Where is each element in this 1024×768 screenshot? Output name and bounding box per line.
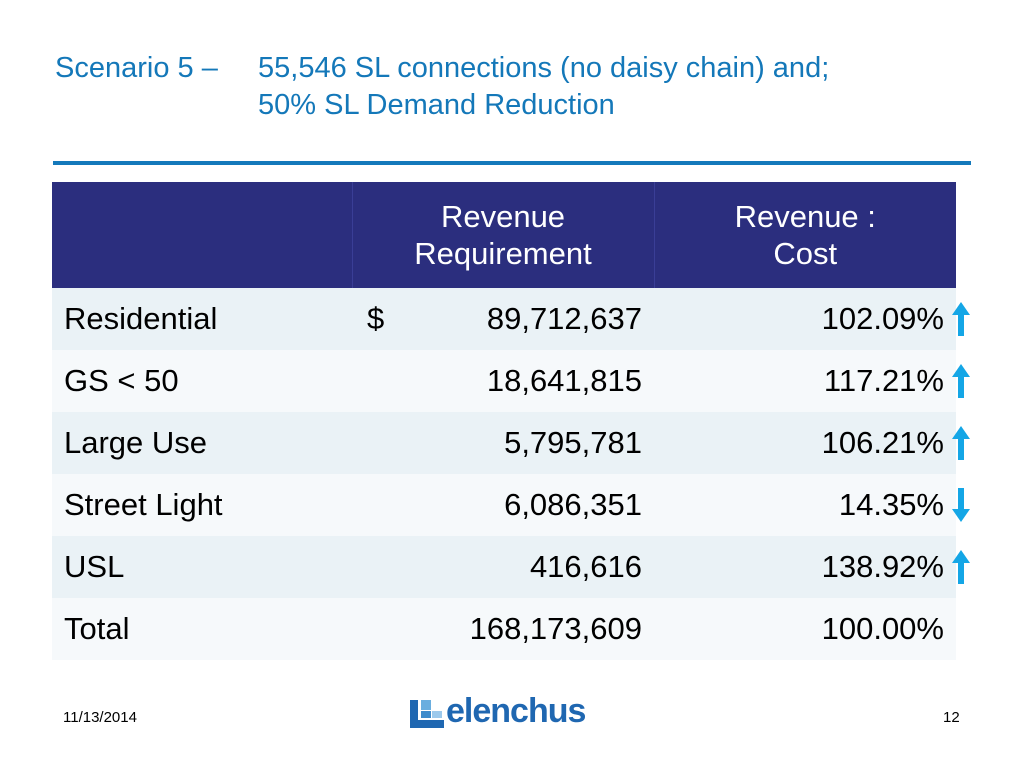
header-revenue-line-2: Requirement: [414, 236, 592, 271]
revenue-value: 5,795,781: [504, 425, 642, 460]
header-revenue-cost: Revenue : Cost: [653, 182, 956, 288]
table-header-row: Revenue Requirement Revenue : Cost: [52, 182, 956, 288]
ratio-value: 14.35%: [838, 487, 944, 522]
row-label: Large Use: [52, 412, 352, 474]
row-label: Residential: [52, 288, 352, 350]
title-divider: [53, 161, 971, 165]
ratio-value: 100.00%: [821, 611, 944, 646]
table-row: Residential $89,712,637 102.09%: [52, 288, 970, 350]
row-label: Street Light: [52, 474, 352, 536]
title-line-1: 55,546 SL connections (no daisy chain) a…: [258, 52, 830, 84]
row-label: GS < 50: [52, 350, 352, 412]
blue-up-arrow-icon: [952, 364, 970, 398]
row-label: Total: [52, 598, 352, 660]
revenue-value: 89,712,637: [486, 301, 642, 336]
revenue-cell: $89,712,637: [352, 288, 674, 350]
revenue-value: 168,173,609: [469, 611, 642, 646]
revenue-cell: 6,086,351: [352, 474, 674, 536]
revenue-cell: 18,641,815: [352, 350, 674, 412]
blue-up-arrow-icon: [952, 426, 970, 460]
ratio-value: 117.21%: [823, 363, 944, 398]
page-number: 12: [943, 709, 960, 726]
revenue-value: 18,641,815: [486, 363, 642, 398]
blue-down-arrow-icon: [952, 488, 970, 522]
row-label: USL: [52, 536, 352, 598]
ratio-cell: 138.92%: [654, 536, 970, 598]
table-row: GS < 50 18,641,815 117.21%: [52, 350, 970, 412]
ratio-cell: 14.35%: [654, 474, 970, 536]
table-row: USL 416,616 138.92%: [52, 536, 970, 598]
ratio-cell: 102.09%: [654, 288, 970, 350]
title-lines: 55,546 SL connections (no daisy chain) a…: [258, 50, 829, 124]
blue-up-arrow-icon: [952, 302, 970, 336]
table-row: Street Light 6,086,351 14.35%: [52, 474, 970, 536]
revenue-cell: 416,616: [352, 536, 674, 598]
title-prefix: Scenario 5 –: [55, 52, 226, 84]
ratio-value: 138.92%: [821, 549, 944, 584]
revenue-table: Revenue Requirement Revenue : Cost Resid…: [52, 182, 970, 660]
ratio-value: 102.09%: [821, 301, 944, 336]
table-row: Large Use 5,795,781 106.21%: [52, 412, 970, 474]
ratio-cell: 100.00%: [654, 598, 956, 660]
revenue-cell: 168,173,609: [352, 598, 654, 660]
currency-symbol: $: [367, 301, 385, 336]
logo-wordmark: elenchus: [446, 692, 586, 730]
header-ratio-line-2: Cost: [773, 236, 838, 271]
title-line-2: 50% SL Demand Reduction: [258, 89, 615, 121]
revenue-value: 416,616: [529, 549, 642, 584]
blue-up-arrow-icon: [952, 550, 970, 584]
header-empty-cell: [52, 182, 352, 288]
ratio-cell: 106.21%: [654, 412, 970, 474]
ratio-cell: 117.21%: [654, 350, 970, 412]
slide-title: Scenario 5 – 55,546 SL connections (no d…: [55, 50, 829, 124]
header-ratio-line-1: Revenue :: [734, 199, 876, 234]
footer-date: 11/13/2014: [63, 709, 137, 726]
revenue-cell: 5,795,781: [352, 412, 674, 474]
elenchus-logo: elenchus: [410, 692, 586, 730]
table-row: Total 168,173,609 100.00%: [52, 598, 956, 660]
header-revenue-line-1: Revenue: [440, 199, 566, 234]
header-revenue-requirement: Revenue Requirement: [351, 182, 654, 288]
revenue-value: 6,086,351: [504, 487, 642, 522]
ratio-value: 106.21%: [821, 425, 944, 460]
elenchus-logo-mark-icon: [410, 700, 444, 728]
